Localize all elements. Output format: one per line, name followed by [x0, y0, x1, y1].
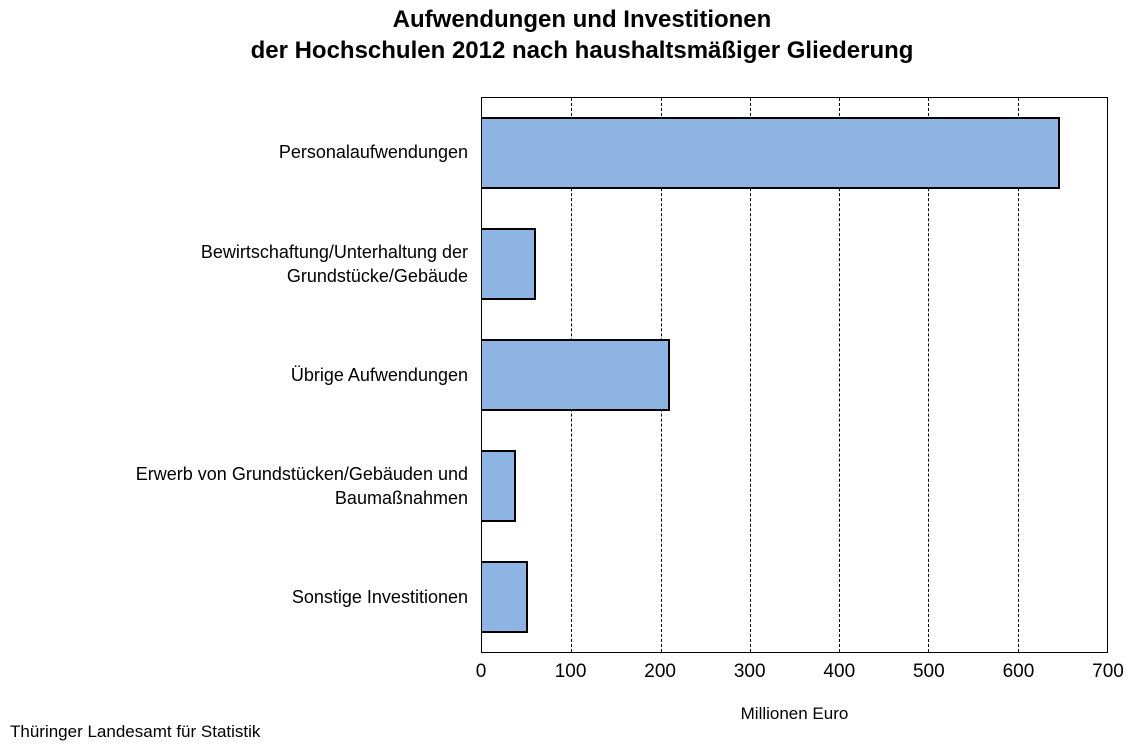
category-label-row: Bewirtschaftung/Unterhaltung der Grundst…: [0, 208, 468, 319]
chart-title-line2: der Hochschulen 2012 nach haushaltsmäßig…: [250, 36, 914, 64]
gridline-600: [1017, 98, 1019, 652]
source-note: Thüringer Landesamt für Statistik: [10, 722, 261, 741]
category-label-row: Personalaufwendungen: [0, 97, 468, 208]
gridline-400: [839, 98, 841, 652]
x-tick-label: 500: [912, 661, 945, 682]
x-tick-label: 200: [644, 661, 676, 682]
bar: [482, 449, 516, 522]
gridline-300: [749, 98, 751, 652]
plot-area: [481, 97, 1108, 653]
x-axis-tick-labels: 0 100 200 300 400 500 600 700: [476, 661, 1124, 687]
category-label: Personalaufwendungen: [278, 142, 468, 163]
x-tick-label: 300: [733, 661, 766, 682]
category-label: Erwerb von Grundstücken/Gebäuden und Bau…: [135, 463, 468, 509]
gridline-500: [928, 98, 930, 652]
bar: [482, 560, 528, 633]
x-tick-label: 100: [554, 661, 587, 682]
x-tick-label: 700: [1092, 661, 1124, 682]
x-tick-label: 400: [823, 661, 856, 682]
x-tick-label: 0: [475, 661, 487, 682]
chart-title-line1: Aufwendungen und Investitionen: [392, 6, 772, 33]
category-label: Sonstige Investitionen: [291, 587, 468, 608]
category-label: Übrige Aufwendungen: [290, 364, 468, 385]
chart-title: Aufwendungen und Investitionen der Hochs…: [32, 5, 1132, 66]
category-label: Bewirtschaftung/Unterhaltung der Grundst…: [200, 241, 468, 286]
category-label-row: Übrige Aufwendungen: [0, 319, 468, 430]
category-axis-labels: Personalaufwendungen Bewirtschaftung/Unte…: [0, 97, 468, 653]
category-label-row: Sonstige Investitionen: [0, 542, 468, 653]
bar: [482, 117, 1060, 190]
x-tick-label: 600: [1002, 661, 1035, 682]
x-axis-label: Millionen Euro: [740, 704, 849, 723]
bar: [482, 339, 670, 411]
category-label-row: Erwerb von Grundstücken/Gebäuden und Bau…: [0, 431, 468, 542]
bar: [482, 228, 536, 301]
